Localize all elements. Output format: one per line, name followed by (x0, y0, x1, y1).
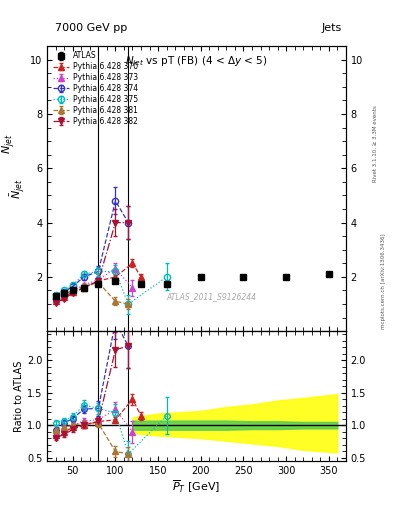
Text: ATLAS_2011_S9126244: ATLAS_2011_S9126244 (166, 292, 257, 302)
Text: Rivet 3.1.10, ≥ 3.3M events: Rivet 3.1.10, ≥ 3.3M events (373, 105, 378, 182)
Text: Jets: Jets (321, 23, 342, 33)
Text: mcplots.cern.ch [arXiv:1306.3436]: mcplots.cern.ch [arXiv:1306.3436] (381, 234, 386, 329)
Text: $N_{jet}$ vs pT (FB) (4 < $\Delta y$ < 5): $N_{jet}$ vs pT (FB) (4 < $\Delta y$ < 5… (125, 55, 268, 69)
Legend: ATLAS, Pythia 6.428 370, Pythia 6.428 373, Pythia 6.428 374, Pythia 6.428 375, P: ATLAS, Pythia 6.428 370, Pythia 6.428 37… (51, 50, 140, 127)
Y-axis label: Ratio to ATLAS: Ratio to ATLAS (14, 360, 24, 432)
Text: 7000 GeV pp: 7000 GeV pp (55, 23, 127, 33)
Text: $\bar{N}_{jet}$: $\bar{N}_{jet}$ (0, 133, 17, 154)
Y-axis label: $\bar{N}_{jet}$: $\bar{N}_{jet}$ (9, 178, 27, 199)
X-axis label: $\overline{P}_T$ [GeV]: $\overline{P}_T$ [GeV] (173, 478, 220, 495)
